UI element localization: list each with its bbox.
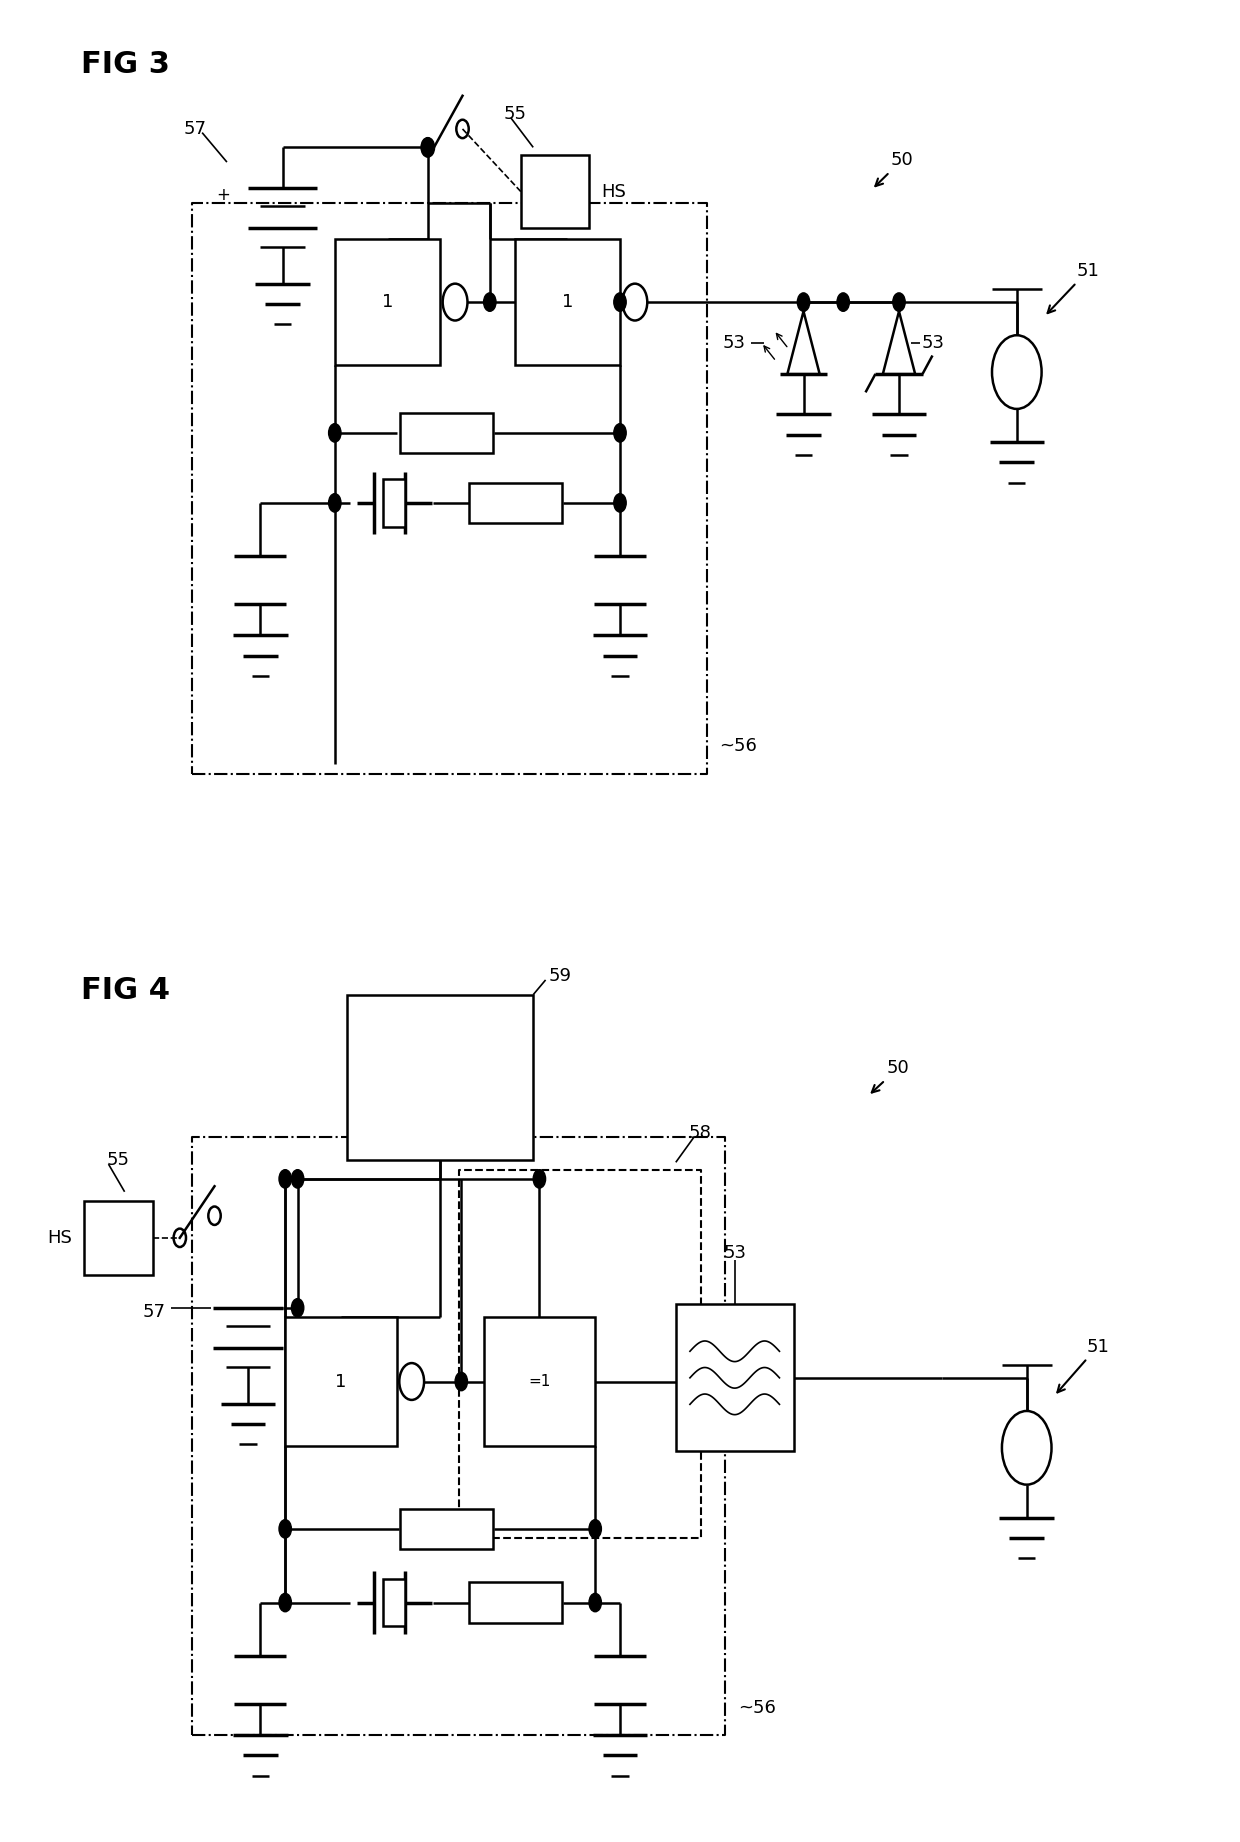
Text: 50: 50 xyxy=(872,1059,909,1092)
Circle shape xyxy=(614,293,626,311)
Text: 58: 58 xyxy=(688,1124,711,1142)
Bar xyxy=(335,239,440,365)
Text: 57: 57 xyxy=(143,1302,166,1321)
Text: 57: 57 xyxy=(184,120,207,138)
Text: HS: HS xyxy=(47,1229,72,1247)
Text: +: + xyxy=(290,1310,305,1328)
Bar xyxy=(521,155,589,228)
Text: 50: 50 xyxy=(875,151,913,186)
Circle shape xyxy=(455,1372,467,1391)
Text: 53: 53 xyxy=(723,1243,746,1262)
Text: ~56: ~56 xyxy=(719,737,758,755)
Text: 55: 55 xyxy=(107,1151,130,1170)
Bar xyxy=(399,1509,494,1549)
Circle shape xyxy=(589,1593,601,1612)
Circle shape xyxy=(797,293,810,311)
Circle shape xyxy=(279,1170,291,1188)
Text: 59: 59 xyxy=(548,967,572,985)
Bar xyxy=(515,239,620,365)
Circle shape xyxy=(589,1520,601,1538)
Bar xyxy=(484,1317,595,1446)
Text: FIG 4: FIG 4 xyxy=(81,976,170,1006)
Bar xyxy=(285,1317,397,1446)
Bar xyxy=(383,1579,405,1626)
Circle shape xyxy=(893,293,905,311)
Text: 51: 51 xyxy=(1058,1337,1109,1393)
Bar xyxy=(84,1201,153,1275)
Text: 1: 1 xyxy=(382,293,393,311)
Text: FIG 3: FIG 3 xyxy=(81,50,170,79)
Polygon shape xyxy=(883,311,915,374)
Circle shape xyxy=(329,424,341,442)
Bar xyxy=(469,483,563,523)
Bar xyxy=(399,413,494,453)
Text: =1: =1 xyxy=(528,1374,551,1389)
Bar xyxy=(383,479,405,527)
Text: 1: 1 xyxy=(335,1372,347,1391)
Circle shape xyxy=(837,293,849,311)
Circle shape xyxy=(291,1170,304,1188)
Text: 53: 53 xyxy=(921,333,945,352)
Circle shape xyxy=(614,424,626,442)
Text: 55: 55 xyxy=(503,105,526,123)
Circle shape xyxy=(484,293,496,311)
Circle shape xyxy=(279,1520,291,1538)
Bar xyxy=(469,1582,563,1623)
Text: 53: 53 xyxy=(723,333,746,352)
Circle shape xyxy=(329,494,341,512)
Text: ~56: ~56 xyxy=(738,1698,776,1717)
Text: 51: 51 xyxy=(1048,262,1099,313)
Text: 1: 1 xyxy=(562,293,573,311)
Text: HS: HS xyxy=(601,182,626,201)
Circle shape xyxy=(279,1593,291,1612)
Circle shape xyxy=(614,494,626,512)
Circle shape xyxy=(291,1299,304,1317)
Text: +: + xyxy=(216,186,231,204)
Bar xyxy=(347,995,533,1160)
Polygon shape xyxy=(787,311,820,374)
Circle shape xyxy=(533,1170,546,1188)
Bar xyxy=(676,1304,794,1451)
Circle shape xyxy=(422,138,434,157)
